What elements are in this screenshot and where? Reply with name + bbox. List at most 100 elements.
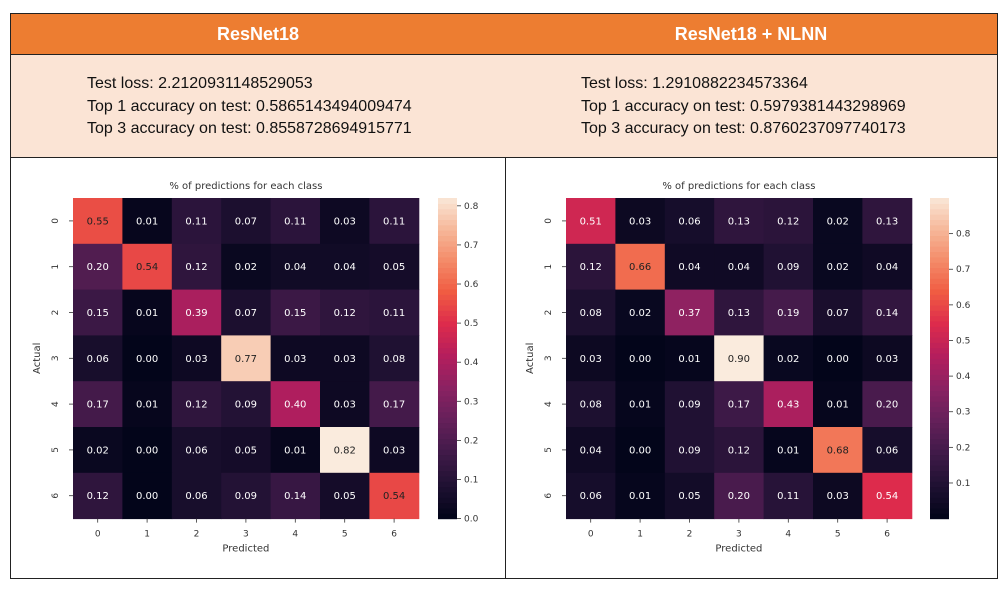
heatmap-cell: [664, 243, 715, 291]
heatmap-cell: [320, 289, 370, 336]
colorbar-segment: [438, 422, 457, 429]
cell-value-label: 0.66: [629, 262, 651, 273]
heatmap-cell: [221, 289, 272, 336]
colorbar-segment: [438, 417, 457, 424]
colorbar-segment: [930, 507, 949, 514]
cell-value-label: 0.06: [87, 354, 109, 365]
top3-accuracy-text: Top 3 accuracy on test: 0.87602370977401…: [581, 120, 906, 137]
y-axis-label: Actual: [525, 343, 536, 374]
cell-value-label: 0.01: [284, 445, 306, 456]
colorbar-segment: [438, 262, 457, 269]
colorbar-segment: [930, 219, 949, 226]
top1-accuracy-text: Top 1 accuracy on test: 0.58651434940094…: [87, 97, 412, 115]
x-tick-label: 5: [342, 530, 348, 540]
heatmap-cell: [763, 198, 814, 245]
stats-box: Test loss: 1.2910882234573364 Top 1 accu…: [505, 55, 997, 158]
colorbar-segment: [930, 208, 949, 215]
y-tick-label: 4: [51, 401, 61, 407]
colorbar-tick-label: 0.1: [464, 476, 478, 486]
cell-value-label: 0.77: [235, 354, 257, 365]
heatmap-cell: [122, 289, 173, 336]
cell-value-label: 0.07: [827, 308, 849, 319]
colorbar-segment: [930, 449, 949, 456]
colorbar-segment: [438, 235, 457, 242]
colorbar-segment: [930, 513, 949, 520]
cell-value-label: 0.01: [629, 491, 651, 502]
cell-value-label: 0.07: [235, 308, 257, 319]
cell-value-label: 0.54: [136, 262, 158, 273]
colorbar-segment: [438, 395, 457, 402]
x-tick-label: 4: [785, 530, 791, 540]
heatmap-cell: [221, 335, 272, 382]
heatmap-cell: [862, 472, 913, 520]
colorbar-segment: [930, 203, 949, 210]
cell-value-label: 0.11: [185, 216, 207, 227]
heatmap-cell: [221, 427, 272, 474]
colorbar-segment: [438, 374, 457, 381]
colorbar-segment: [930, 251, 949, 258]
cell-value-label: 0.03: [629, 216, 651, 227]
cell-value-label: 0.14: [876, 308, 898, 319]
colorbar-segment: [438, 390, 457, 397]
colorbar-segment: [438, 251, 457, 258]
cell-value-label: 0.03: [185, 354, 207, 365]
colorbar-segment: [438, 385, 457, 391]
colorbar-segment: [438, 331, 457, 338]
cell-value-label: 0.04: [284, 262, 306, 273]
colorbar-segment: [930, 315, 949, 322]
heatmap-cell: [763, 243, 814, 291]
cell-value-label: 0.54: [383, 491, 405, 502]
cell-value-label: 0.51: [580, 216, 602, 227]
cell-value-label: 0.12: [185, 400, 207, 411]
cell-value-label: 0.12: [728, 445, 750, 456]
heatmap-cell: [122, 472, 173, 520]
colorbar-segment: [438, 278, 457, 285]
heatmap-cell: [664, 198, 715, 245]
colorbar-segment: [930, 443, 949, 450]
cell-value-label: 0.54: [876, 491, 898, 502]
colorbar-segment: [930, 438, 949, 445]
colorbar-segment: [930, 417, 949, 424]
top3-accuracy-text: Top 3 accuracy on test: 0.85587286949157…: [87, 120, 412, 137]
heatmap-cell: [122, 198, 173, 245]
cell-value-label: 0.04: [876, 262, 898, 273]
colorbar-segment: [930, 422, 949, 429]
heatmap-cell: [369, 427, 420, 474]
heatmap-cell: [763, 335, 814, 382]
cell-value-label: 0.20: [87, 262, 109, 273]
heatmap-cell: [221, 243, 272, 291]
heatmap-cell: [664, 335, 715, 382]
colorbar-segment: [438, 299, 457, 306]
y-tick-label: 6: [544, 493, 554, 499]
colorbar-tick-label: 0.1: [956, 479, 970, 489]
colorbar-segment: [438, 224, 457, 231]
colorbar-segment: [930, 283, 949, 290]
colorbar-segment: [930, 481, 949, 488]
cell-value-label: 0.00: [629, 354, 651, 365]
heatmap-cell: [714, 289, 765, 336]
cell-value-label: 0.01: [777, 445, 799, 456]
colorbar-segment: [930, 230, 949, 237]
colorbar-segment: [930, 214, 949, 220]
heatmap-cell: [171, 289, 222, 336]
heatmap-cell: [813, 381, 863, 428]
colorbar-segment: [930, 502, 949, 509]
colorbar-segment: [930, 433, 949, 440]
x-tick-label: 1: [144, 530, 150, 540]
colorbar-segment: [930, 235, 949, 242]
colorbar-segment: [438, 433, 457, 440]
heatmap-cell: [270, 243, 321, 291]
colorbar-tick-label: 0.2: [956, 443, 970, 453]
colorbar-segment: [438, 230, 457, 237]
y-tick-label: 3: [51, 355, 61, 361]
colorbar-segment: [930, 224, 949, 231]
colorbar-segment: [930, 288, 949, 295]
heatmap-cell: [566, 198, 616, 245]
colorbar-segment: [930, 278, 949, 285]
heatmap-cell: [73, 427, 123, 474]
cell-value-label: 0.11: [383, 308, 405, 319]
heatmap-cell: [714, 427, 765, 474]
cell-value-label: 0.20: [728, 491, 750, 502]
heatmap-cell: [714, 472, 765, 520]
